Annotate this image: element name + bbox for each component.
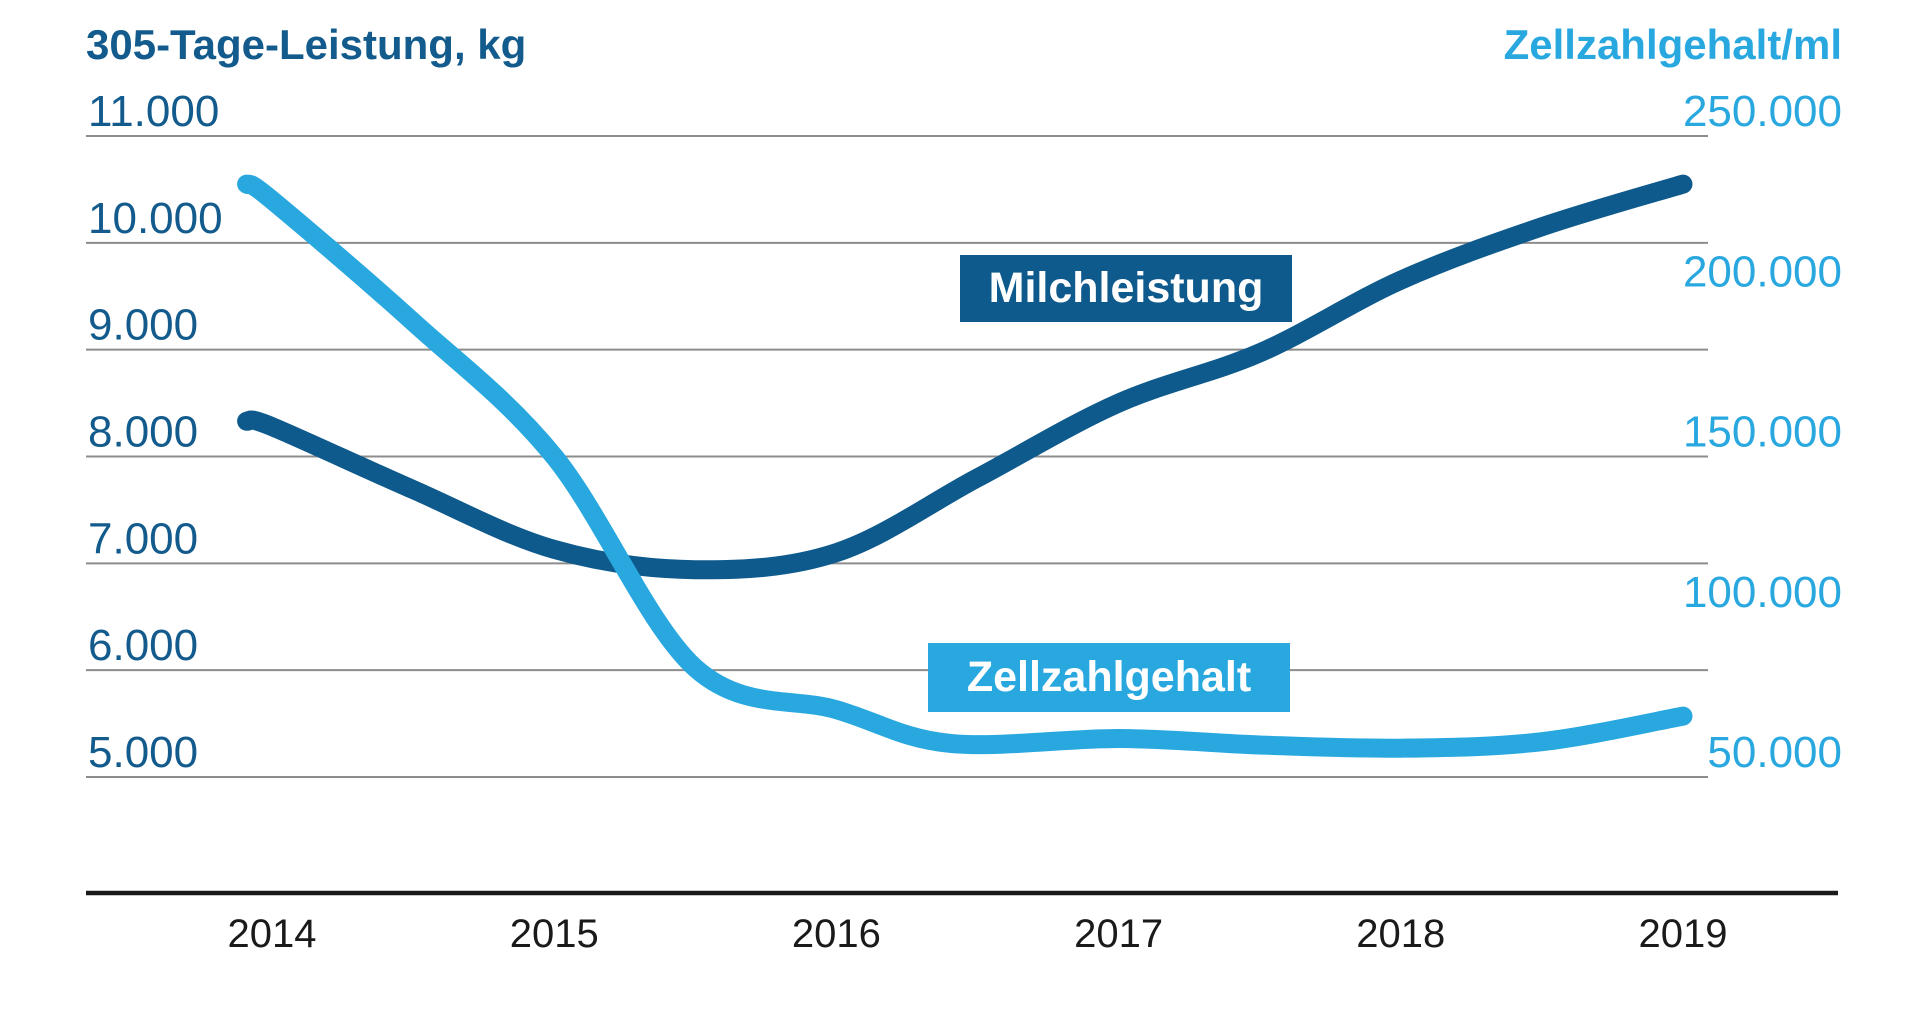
x-axis-year-label: 2016 [792,912,881,956]
left-axis-tick-label: 6.000 [88,621,198,670]
x-axis-year-label: 2015 [510,912,599,956]
right-axis-title: Zellzahlgehalt/ml [1503,21,1842,68]
right-axis-tick-label: 100.000 [1683,568,1842,617]
left-axis-title: 305-Tage-Leistung, kg [86,21,527,68]
right-axis-tick-label: 50.000 [1707,728,1842,777]
left-axis-tick-label: 5.000 [88,728,198,777]
right-axis-tick-label: 200.000 [1683,247,1842,296]
zellzahlgehalt-line [237,174,1693,758]
milchleistung-series-label: Milchleistung [960,255,1292,322]
x-axis-year-label: 2017 [1074,912,1163,956]
left-axis-tick-label: 9.000 [88,301,198,350]
milchleistung-line [237,174,1693,580]
left-axis-tick-label: 7.000 [88,514,198,563]
right-axis-tick-label: 250.000 [1683,87,1842,136]
x-axis-year-label: 2014 [228,912,317,956]
left-axis-tick-label: 10.000 [88,194,223,243]
x-axis-year-label: 2019 [1639,912,1728,956]
left-axis-tick-label: 8.000 [88,408,198,457]
zellzahlgehalt-series-label: Zellzahlgehalt [928,643,1290,712]
right-axis-tick-label: 150.000 [1683,408,1842,457]
left-axis-tick-label: 11.000 [88,87,219,136]
x-axis-year-label: 2018 [1356,912,1445,956]
